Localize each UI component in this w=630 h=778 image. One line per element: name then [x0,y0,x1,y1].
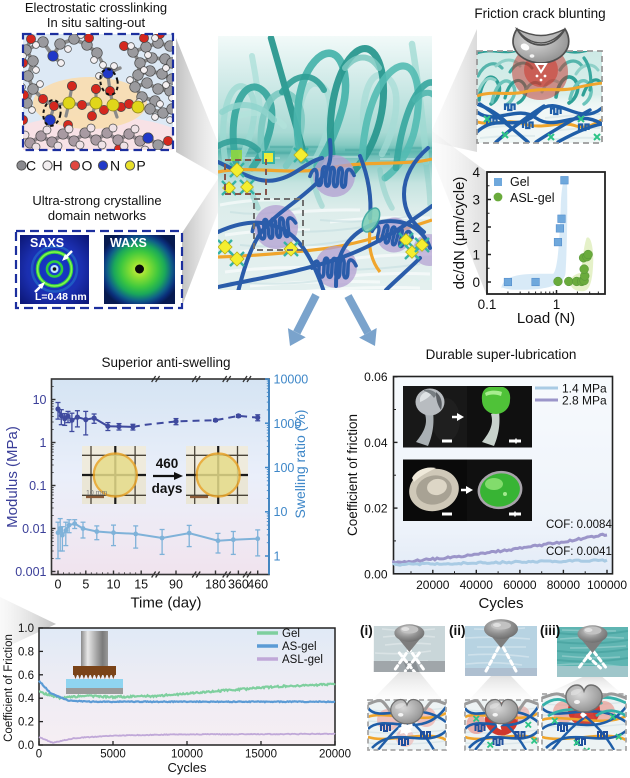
svg-text:20000: 20000 [319,749,351,761]
svg-text:10: 10 [107,578,121,592]
svg-text:1.4 MPa: 1.4 MPa [562,382,607,396]
svg-text:0.4: 0.4 [18,693,35,705]
svg-text:(ii): (ii) [449,623,466,638]
svg-text:Coefficient of friction: Coefficient of friction [345,414,360,536]
svg-text:In situ salting-out: In situ salting-out [47,15,146,30]
svg-text:0: 0 [55,578,62,592]
svg-text:460: 460 [247,578,268,592]
svg-text:0.04: 0.04 [364,436,388,450]
svg-text:COF: 0.0041: COF: 0.0041 [546,546,612,558]
svg-text:0.02: 0.02 [364,502,388,516]
svg-text:(iii): (iii) [540,623,560,638]
svg-text:0.2: 0.2 [18,717,34,729]
svg-text:10: 10 [33,393,47,407]
svg-text:P: P [136,158,145,174]
svg-text:O: O [82,158,93,174]
svg-text:domain networks: domain networks [48,208,147,223]
svg-text:N: N [110,158,120,174]
svg-text:0.01: 0.01 [22,522,46,536]
svg-text:100: 100 [274,461,295,475]
svg-text:20000: 20000 [416,578,450,592]
svg-text:Gel: Gel [510,175,529,189]
svg-text:dc/dN (μm/cycle): dc/dN (μm/cycle) [451,177,468,290]
svg-text:0.8: 0.8 [18,646,34,658]
svg-text:1: 1 [472,248,480,263]
svg-text:1: 1 [40,436,47,450]
svg-text:0: 0 [36,749,42,761]
svg-text:Friction crack blunting: Friction crack blunting [474,6,605,21]
svg-text:Electrostatic crosslinking: Electrostatic crosslinking [25,0,167,15]
svg-text:1000: 1000 [274,417,302,431]
svg-text:Gel: Gel [282,628,300,640]
svg-text:1: 1 [274,550,281,564]
svg-text:(i): (i) [360,623,373,638]
svg-text:ASL-gel: ASL-gel [510,191,554,205]
svg-text:0.06: 0.06 [364,370,388,384]
svg-text:Load (N): Load (N) [517,310,575,327]
svg-text:0.0: 0.0 [18,740,34,752]
svg-text:0.1: 0.1 [478,297,497,312]
svg-text:Coefficient of Friction: Coefficient of Friction [3,634,15,742]
svg-text:90: 90 [169,578,183,592]
svg-text:10000: 10000 [171,749,203,761]
svg-text:Superior anti-swelling: Superior anti-swelling [101,355,230,370]
svg-text:days: days [152,481,183,496]
svg-text:1: 1 [553,297,561,312]
svg-text:2: 2 [472,220,480,235]
svg-text:0: 0 [472,275,480,290]
svg-text:60000: 60000 [503,578,537,592]
svg-text:0.1: 0.1 [29,479,46,493]
svg-text:0.6: 0.6 [18,670,34,682]
svg-text:0.001: 0.001 [15,565,46,579]
svg-text:Swelling ratio (%): Swelling ratio (%) [292,410,308,519]
svg-text:3: 3 [472,193,480,208]
svg-text:1.0: 1.0 [18,623,34,635]
svg-text:Cycles: Cycles [167,760,207,775]
svg-text:4: 4 [472,165,480,180]
svg-text:COF: 0.0084: COF: 0.0084 [546,519,612,531]
svg-text:2.8 MPa: 2.8 MPa [562,394,607,408]
svg-text:SAXS: SAXS [30,236,64,250]
svg-text:H: H [52,158,62,174]
svg-text:460: 460 [156,456,179,471]
svg-text:10: 10 [274,505,288,519]
svg-text:AS-gel: AS-gel [282,641,317,653]
svg-text:80000: 80000 [547,578,581,592]
svg-text:Time (day): Time (day) [130,595,201,612]
svg-text:10000: 10000 [274,373,309,387]
svg-text:Durable super-lubrication: Durable super-lubrication [426,347,577,362]
svg-text:0.00: 0.00 [364,567,388,581]
svg-text:Cycles: Cycles [478,595,523,612]
svg-text:C: C [26,158,36,174]
svg-text:ASL-gel: ASL-gel [282,654,323,666]
svg-text:L=0.48 nm: L=0.48 nm [35,291,87,303]
svg-text:360: 360 [228,578,249,592]
svg-text:5: 5 [82,578,89,592]
svg-text:WAXS: WAXS [110,236,147,250]
svg-text:10 mm: 10 mm [86,490,108,497]
svg-text:15: 15 [134,578,148,592]
svg-text:100000: 100000 [587,578,627,592]
svg-text:40000: 40000 [460,578,494,592]
svg-text:Ultra-strong crystalline: Ultra-strong crystalline [32,193,161,208]
svg-text:15000: 15000 [245,749,277,761]
svg-text:5000: 5000 [100,749,126,761]
svg-text:Modulus (MPa): Modulus (MPa) [4,426,21,528]
svg-text:180: 180 [205,578,226,592]
